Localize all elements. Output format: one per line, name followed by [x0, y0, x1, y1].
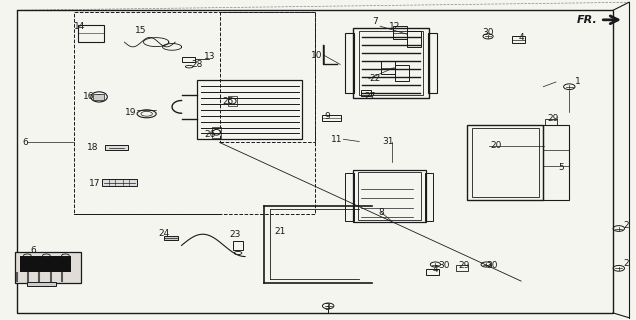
Text: 3: 3 — [324, 303, 330, 312]
Bar — [545, 119, 556, 125]
Text: 31: 31 — [382, 137, 394, 146]
Text: 8: 8 — [378, 208, 384, 217]
Text: 12: 12 — [389, 22, 400, 31]
Text: 19: 19 — [125, 108, 137, 117]
Text: 29: 29 — [547, 114, 558, 123]
Bar — [345, 173, 354, 220]
Bar — [322, 116, 341, 121]
Text: 30: 30 — [482, 28, 494, 37]
Text: 24: 24 — [159, 229, 170, 238]
Bar — [426, 269, 439, 275]
Bar — [228, 96, 237, 107]
Text: 13: 13 — [204, 52, 216, 61]
Text: 21: 21 — [274, 227, 286, 236]
Text: 7: 7 — [372, 17, 378, 26]
Text: 5: 5 — [558, 164, 564, 172]
Text: 4: 4 — [518, 33, 524, 42]
Bar — [353, 28, 429, 98]
Text: 20: 20 — [490, 141, 501, 150]
Bar — [219, 12, 315, 142]
Text: 6: 6 — [31, 246, 36, 255]
Text: 15: 15 — [135, 27, 146, 36]
Bar — [407, 31, 421, 47]
Bar — [78, 25, 104, 42]
Text: 27: 27 — [364, 92, 376, 101]
Bar — [512, 36, 525, 43]
Text: 2: 2 — [623, 259, 628, 268]
Bar — [396, 65, 410, 81]
Text: 23: 23 — [230, 230, 241, 239]
Text: 9: 9 — [324, 113, 330, 122]
Text: 25: 25 — [222, 97, 233, 106]
Text: 11: 11 — [331, 135, 343, 144]
Bar — [353, 170, 426, 222]
Text: 2: 2 — [623, 221, 628, 230]
Text: 4: 4 — [432, 265, 438, 275]
Bar — [457, 265, 467, 271]
Text: 17: 17 — [89, 180, 100, 188]
Bar — [15, 252, 81, 283]
Bar — [27, 282, 56, 286]
Text: 6: 6 — [22, 138, 28, 147]
Text: 14: 14 — [74, 22, 86, 31]
Bar — [106, 145, 128, 150]
Bar — [345, 33, 354, 93]
Bar — [182, 57, 195, 62]
Text: 26: 26 — [204, 130, 216, 139]
Bar — [358, 172, 421, 220]
Text: 18: 18 — [87, 143, 99, 152]
Text: 30: 30 — [487, 261, 498, 270]
Bar — [359, 31, 423, 95]
Text: 16: 16 — [83, 92, 94, 101]
Bar — [212, 127, 221, 138]
Bar — [197, 80, 302, 139]
Bar — [428, 33, 437, 93]
Bar — [382, 61, 396, 74]
Text: 22: 22 — [370, 74, 381, 83]
Bar — [233, 241, 243, 250]
Bar — [74, 12, 315, 214]
Bar — [361, 90, 371, 96]
Text: FR.: FR. — [576, 15, 597, 25]
Text: 29: 29 — [459, 261, 469, 270]
Bar — [467, 125, 543, 200]
Bar — [543, 125, 569, 200]
Text: 10: 10 — [311, 51, 322, 60]
Bar — [102, 179, 137, 186]
Bar — [393, 26, 407, 39]
Bar — [425, 173, 434, 220]
Bar — [20, 256, 71, 271]
Bar — [93, 94, 104, 100]
Text: 28: 28 — [191, 60, 203, 69]
Bar — [471, 127, 539, 197]
Text: 1: 1 — [576, 77, 581, 86]
Text: 30: 30 — [438, 261, 450, 270]
Bar — [164, 236, 177, 240]
